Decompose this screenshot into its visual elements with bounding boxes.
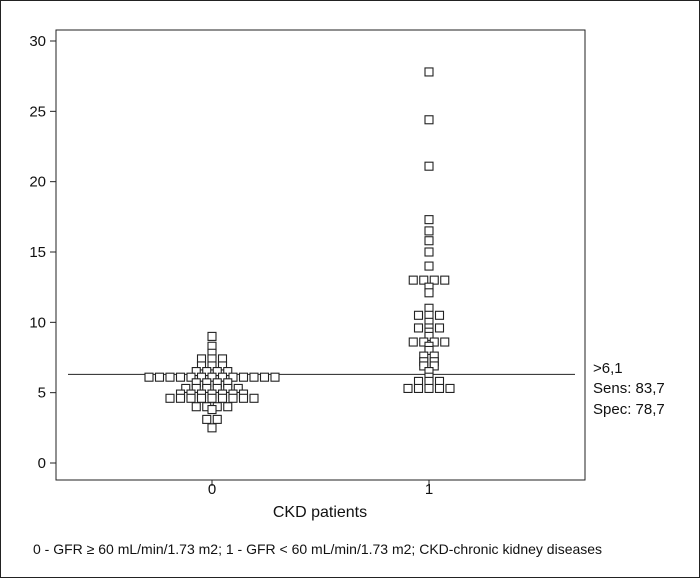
y-tick-label: 5 bbox=[38, 385, 46, 402]
data-point bbox=[191, 402, 201, 412]
footnote: 0 - GFR ≥ 60 mL/min/1.73 m2; 1 - GFR < 6… bbox=[33, 541, 603, 557]
data-point bbox=[440, 275, 450, 285]
data-point bbox=[424, 236, 434, 246]
data-point bbox=[424, 67, 434, 77]
data-point bbox=[223, 383, 233, 393]
y-tick-label: 25 bbox=[29, 103, 46, 120]
data-point bbox=[419, 275, 429, 285]
data-point bbox=[196, 372, 207, 382]
data-point bbox=[270, 372, 280, 382]
data-point bbox=[424, 226, 434, 236]
data-point bbox=[424, 261, 434, 271]
specificity-annotation: Spec: 78,7 bbox=[593, 401, 665, 418]
data-point bbox=[424, 383, 434, 393]
data-point bbox=[424, 345, 434, 356]
data-point bbox=[424, 115, 434, 125]
data-point bbox=[408, 337, 418, 347]
data-point bbox=[207, 423, 217, 433]
data-point bbox=[186, 393, 196, 403]
data-point bbox=[434, 323, 445, 333]
data-point bbox=[217, 361, 228, 371]
data-point bbox=[445, 383, 455, 393]
data-point bbox=[202, 414, 212, 424]
data-point bbox=[223, 402, 233, 412]
data-point bbox=[249, 372, 259, 382]
data-point bbox=[207, 331, 217, 341]
data-point bbox=[186, 372, 196, 382]
data-point bbox=[175, 393, 186, 403]
y-tick-label: 30 bbox=[29, 33, 46, 50]
data-point bbox=[238, 372, 249, 382]
data-point bbox=[228, 372, 238, 382]
data-point bbox=[175, 372, 186, 382]
data-point bbox=[217, 393, 228, 403]
y-tick-label: 20 bbox=[29, 174, 46, 191]
data-point bbox=[165, 372, 175, 382]
data-point bbox=[212, 367, 222, 377]
data-point bbox=[191, 383, 201, 393]
data-point bbox=[191, 367, 201, 377]
data-point bbox=[413, 383, 424, 393]
data-point bbox=[217, 372, 228, 382]
y-tick-label: 0 bbox=[38, 455, 46, 472]
plot-area bbox=[55, 29, 586, 481]
x-tick-label: 1 bbox=[425, 481, 433, 498]
data-point bbox=[408, 275, 418, 285]
data-point bbox=[419, 361, 429, 371]
data-point bbox=[207, 361, 217, 371]
data-point bbox=[429, 361, 439, 371]
data-point bbox=[207, 404, 217, 415]
data-point bbox=[249, 393, 259, 403]
x-axis-label: CKD patients bbox=[272, 504, 368, 521]
cutoff-annotation: >6,1 bbox=[593, 360, 623, 377]
data-point bbox=[228, 393, 238, 403]
data-point bbox=[165, 393, 175, 403]
data-point bbox=[424, 288, 434, 298]
data-point bbox=[424, 215, 434, 225]
data-point bbox=[434, 383, 445, 393]
data-point bbox=[259, 372, 270, 382]
data-point bbox=[429, 275, 439, 285]
data-point bbox=[202, 383, 212, 393]
data-point bbox=[144, 372, 154, 382]
data-point bbox=[181, 383, 191, 393]
data-point bbox=[238, 393, 249, 403]
data-point bbox=[212, 383, 222, 393]
data-point bbox=[207, 372, 217, 382]
data-point bbox=[207, 393, 217, 403]
data-point bbox=[413, 323, 424, 333]
data-point bbox=[154, 372, 165, 382]
sensitivity-annotation: Sens: 83,7 bbox=[593, 380, 665, 397]
data-point bbox=[434, 310, 445, 320]
data-point bbox=[440, 337, 450, 347]
data-point bbox=[233, 383, 243, 393]
data-point bbox=[424, 247, 434, 257]
y-tick-label: 10 bbox=[29, 314, 46, 331]
x-tick-label: 0 bbox=[208, 481, 216, 498]
data-point bbox=[413, 310, 424, 320]
data-point bbox=[403, 383, 413, 393]
data-point bbox=[223, 367, 233, 377]
data-point bbox=[424, 161, 434, 171]
data-point bbox=[202, 367, 212, 377]
data-point bbox=[196, 393, 207, 403]
y-tick-label: 15 bbox=[29, 244, 46, 261]
data-point bbox=[424, 331, 434, 341]
data-point bbox=[212, 414, 222, 424]
data-point bbox=[196, 361, 207, 371]
